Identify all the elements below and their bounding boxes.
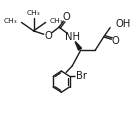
Text: OH: OH — [115, 19, 130, 29]
Circle shape — [63, 14, 70, 21]
Text: O: O — [44, 31, 52, 41]
Text: O: O — [62, 12, 70, 22]
Polygon shape — [75, 42, 82, 50]
Text: CH₃: CH₃ — [4, 18, 17, 24]
Circle shape — [76, 72, 86, 81]
Text: CH₃: CH₃ — [50, 18, 64, 24]
Circle shape — [111, 20, 120, 29]
Circle shape — [112, 37, 119, 44]
Text: Br: Br — [75, 71, 86, 81]
Circle shape — [68, 32, 77, 42]
Text: O: O — [112, 36, 120, 46]
Text: NH: NH — [65, 32, 80, 42]
Circle shape — [45, 32, 52, 39]
Text: CH₃: CH₃ — [27, 10, 40, 16]
